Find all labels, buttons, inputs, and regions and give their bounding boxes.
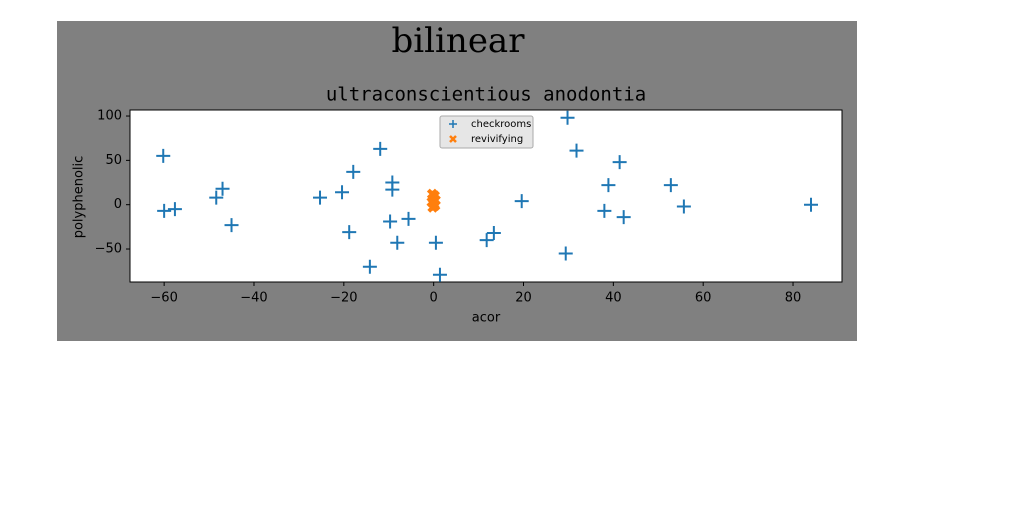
point [428, 235, 443, 250]
point [167, 202, 182, 217]
point [215, 181, 230, 196]
legend-marker [449, 120, 457, 128]
point [597, 203, 612, 218]
point [373, 141, 388, 156]
point [342, 225, 357, 240]
point [401, 211, 416, 226]
point [560, 110, 575, 125]
point [514, 194, 529, 209]
x-tick-label: 0 [430, 291, 438, 306]
point [156, 148, 171, 163]
x-tick-label: −40 [240, 291, 267, 306]
x-tick-label: 60 [695, 291, 712, 306]
point [346, 164, 361, 179]
point [479, 233, 494, 248]
point [804, 197, 819, 212]
suptitle: bilinear [392, 21, 526, 61]
legend-label: checkrooms [471, 119, 531, 130]
point [209, 190, 224, 205]
point [362, 259, 377, 274]
legend-marker [449, 135, 457, 143]
y-axis-label: polyphenolic [72, 156, 87, 239]
y-tick-label: 0 [114, 197, 122, 212]
point [558, 246, 573, 261]
point [335, 185, 350, 200]
point [383, 214, 398, 229]
point [612, 155, 627, 170]
x-tick-label: 40 [605, 291, 622, 306]
point [486, 226, 501, 241]
point [427, 201, 439, 213]
point [390, 235, 405, 250]
y-tick-label: 100 [97, 109, 122, 124]
y-tick-label: 50 [105, 153, 122, 168]
x-tick-label: 80 [785, 291, 802, 306]
x-tick-label: −20 [330, 291, 357, 306]
x-tick-label: 20 [515, 291, 532, 306]
legend-box [439, 115, 534, 149]
point [601, 178, 616, 193]
y-tick-label: −50 [95, 242, 122, 257]
point [313, 190, 328, 205]
point [157, 203, 172, 218]
point [676, 199, 691, 214]
point [616, 210, 631, 225]
point [569, 143, 584, 158]
chart-title: ultraconscientious anodontia [326, 84, 646, 106]
point [224, 218, 239, 233]
legend-label: revivifying [471, 134, 523, 145]
x-axis-label: acor [472, 311, 501, 326]
point [385, 182, 400, 197]
x-tick-label: −60 [150, 291, 177, 306]
point [432, 267, 447, 282]
point [663, 178, 678, 193]
